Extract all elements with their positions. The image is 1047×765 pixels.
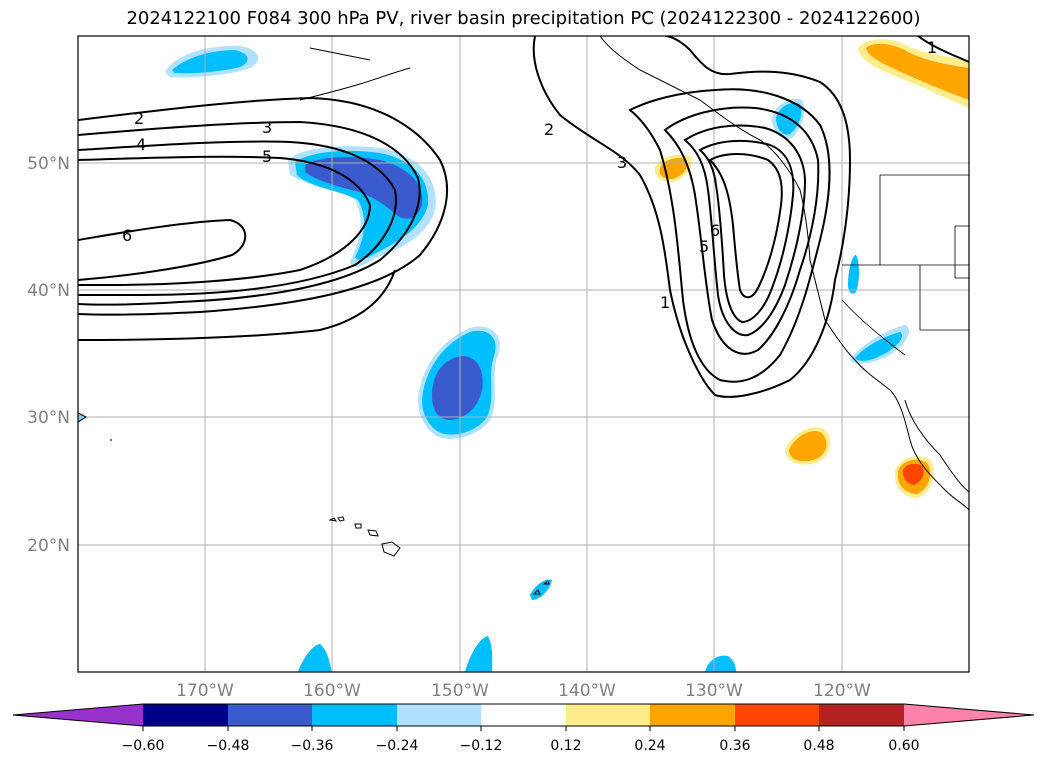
map-panel — [78, 36, 969, 672]
contour-label: 6 — [122, 226, 132, 245]
coastlines — [299, 36, 969, 511]
positive-anomaly-blob — [866, 43, 969, 100]
colorbar-tick-label: −0.48 — [207, 738, 250, 754]
pv-contours — [78, 36, 969, 398]
colorbar-extend-max — [904, 704, 1034, 726]
contour-label: 3 — [617, 153, 627, 172]
negative-anomaly-blob — [305, 157, 423, 219]
lon-label: 140°W — [558, 681, 616, 701]
negative-anomaly-blob — [530, 579, 552, 600]
contour-labels: 2 3 4 5 6 2 3 1 5 6 1 — [122, 38, 937, 312]
contour-label: 4 — [136, 135, 146, 154]
lat-label: 20°N — [27, 536, 70, 556]
colorbar-segment — [228, 704, 312, 726]
lon-label: 160°W — [303, 681, 361, 701]
lon-label: 120°W — [813, 681, 871, 701]
colorbar-tick-label: −0.12 — [460, 738, 503, 754]
negative-anomaly-blob — [432, 356, 483, 420]
contour-label: 5 — [262, 147, 272, 166]
negative-anomaly-blob — [465, 636, 493, 672]
colorbar: −0.60 −0.48 −0.36 −0.24 −0.12 0.12 0.24 … — [12, 703, 1035, 754]
colorbar-segment — [481, 704, 566, 726]
colorbar-segment — [735, 704, 819, 726]
colorbar-segment — [312, 704, 397, 726]
colorbar-segment — [397, 704, 481, 726]
contour-label: 2 — [544, 120, 554, 139]
lat-label: 50°N — [27, 154, 70, 174]
colorbar-tick-label: −0.24 — [376, 738, 419, 754]
lon-label: 150°W — [431, 681, 489, 701]
contour-label: 2 — [134, 109, 144, 128]
colorbar-tick-label: 0.24 — [634, 738, 665, 754]
plot-title: 2024122100 F084 300 hPa PV, river basin … — [126, 8, 921, 29]
colorbar-tick-label: −0.36 — [291, 738, 334, 754]
contour-label: 6 — [710, 221, 720, 240]
negative-anomaly-blob — [705, 655, 736, 672]
graticule — [78, 36, 969, 672]
lon-label: 130°W — [685, 681, 743, 701]
colorbar-segment — [143, 704, 228, 726]
colorbar-tick-label: 0.60 — [888, 738, 919, 754]
lat-label: 40°N — [27, 281, 70, 301]
latitude-labels: 50°N 40°N 30°N 20°N — [27, 154, 70, 556]
contour-label: 1 — [927, 38, 937, 57]
negative-anomaly-blob — [298, 644, 332, 672]
negative-anomaly-blob — [855, 332, 903, 361]
colorbar-tick-label: −0.60 — [122, 738, 165, 754]
colorbar-tick-label: 0.36 — [719, 738, 750, 754]
positive-anomaly-blob — [902, 463, 924, 485]
longitude-labels: 170°W 160°W 150°W 140°W 130°W 120°W — [176, 681, 871, 701]
negative-anomaly-blob — [172, 50, 248, 74]
islands — [78, 412, 550, 595]
positive-anomaly-blob — [789, 431, 827, 462]
contour-label: 1 — [660, 293, 670, 312]
colorbar-segment — [566, 704, 650, 726]
contour-label: 3 — [262, 118, 272, 137]
colorbar-segment — [650, 704, 735, 726]
lon-label: 170°W — [176, 681, 234, 701]
contour-label: 5 — [699, 237, 709, 256]
colorbar-extend-min — [13, 704, 143, 726]
colorbar-tick-label: 0.12 — [550, 738, 581, 754]
colorbar-segment — [819, 704, 904, 726]
lat-label: 30°N — [27, 408, 70, 428]
map-frame — [77, 35, 970, 673]
colorbar-tick-label: 0.48 — [803, 738, 834, 754]
